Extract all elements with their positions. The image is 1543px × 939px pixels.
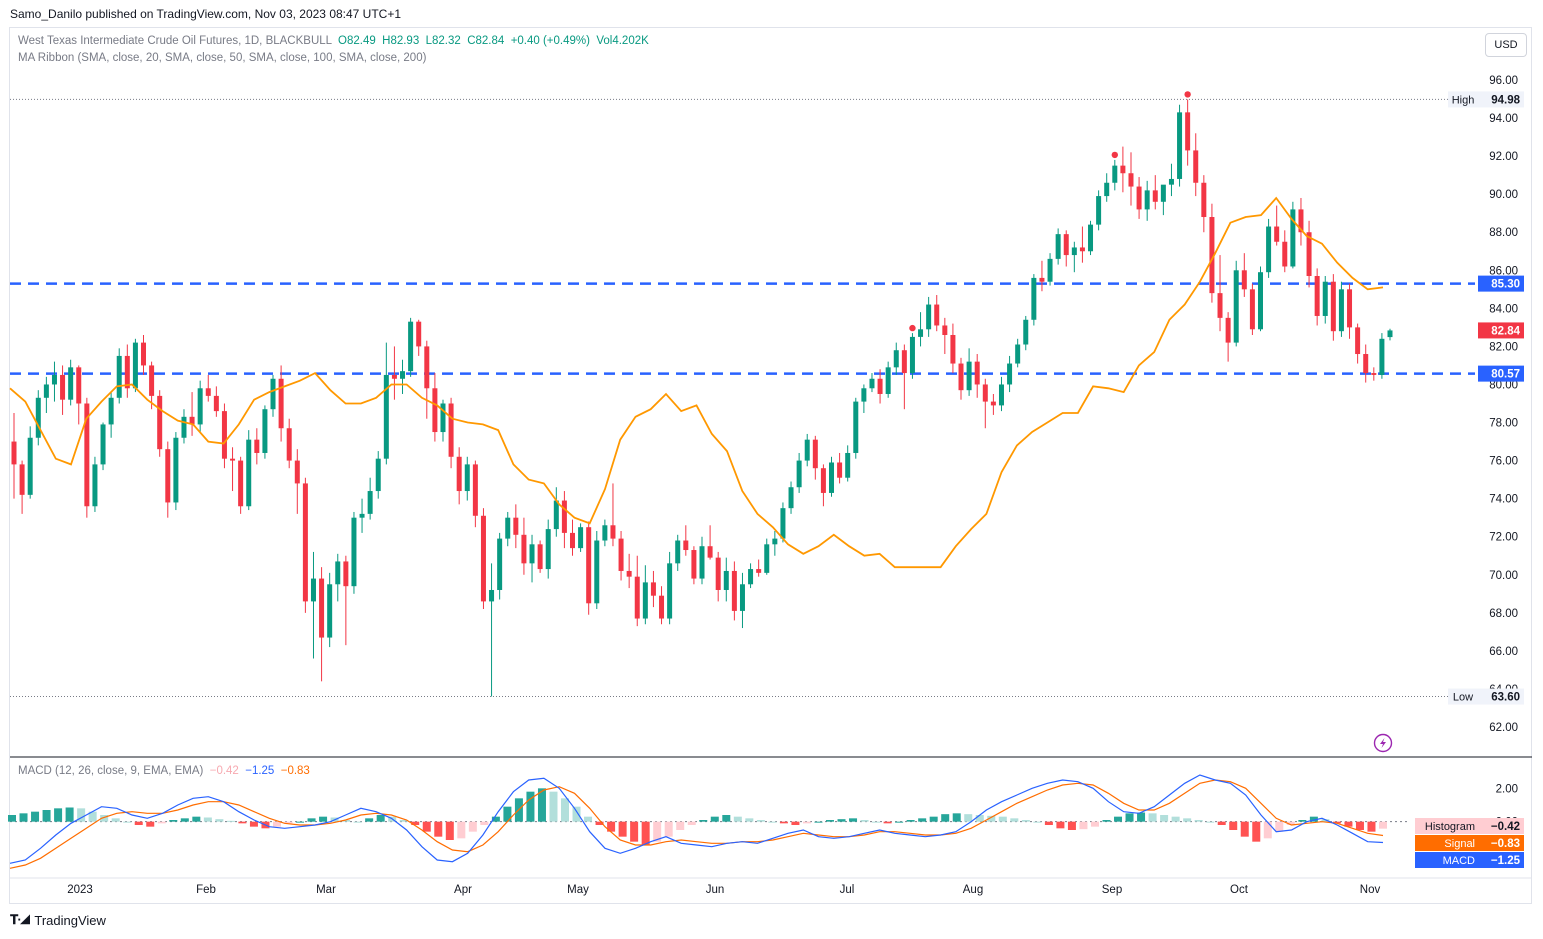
price-change: +0.40 (+0.49%)	[510, 35, 590, 47]
footer-brand-text: TradingView	[34, 912, 106, 928]
ohlc-close: C82.84	[467, 35, 505, 47]
ohlc-open: O82.49	[338, 35, 376, 47]
macd-hist-value: −0.42	[209, 765, 239, 777]
ma-ribbon-legend: MA Ribbon (SMA, close, 20, SMA, close, 5…	[18, 52, 427, 64]
symbol-name: West Texas Intermediate Crude Oil Future…	[18, 35, 332, 47]
macd-line-value: −1.25	[245, 765, 275, 777]
macd-legend: MACD (12, 26, close, 9, EMA, EMA) −0.42 …	[18, 765, 310, 777]
ohlc-high: H82.93	[382, 35, 420, 47]
volume: Vol4.202K	[596, 35, 649, 47]
footer-brand: 𝐓∙◢ TradingView	[10, 912, 106, 928]
symbol-legend: West Texas Intermediate Crude Oil Future…	[18, 35, 649, 47]
currency-button[interactable]: USD	[1485, 33, 1527, 57]
macd-signal-value: −0.83	[280, 765, 310, 777]
ohlc-low: L82.32	[425, 35, 461, 47]
tradingview-logo-icon: 𝐓∙◢	[10, 912, 30, 927]
publisher-line: Samo_Danilo published on TradingView.com…	[10, 7, 402, 21]
macd-label: MACD (12, 26, close, 9, EMA, EMA)	[18, 765, 204, 777]
